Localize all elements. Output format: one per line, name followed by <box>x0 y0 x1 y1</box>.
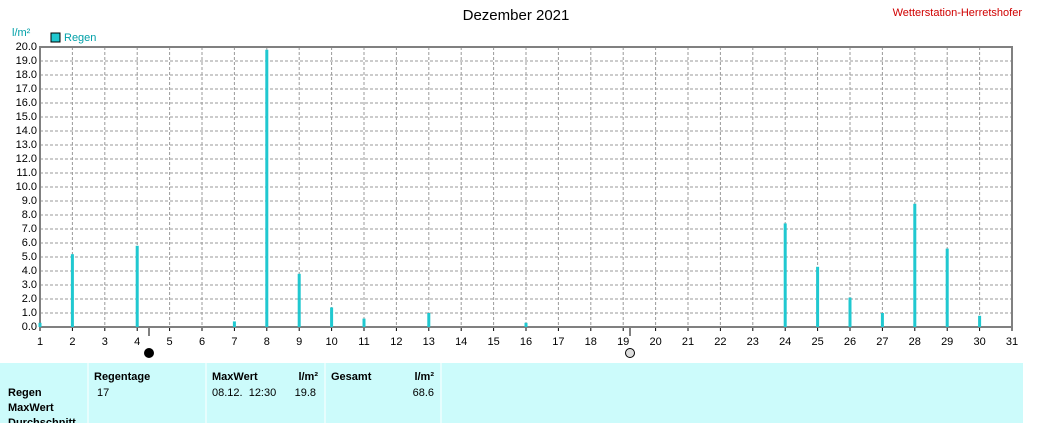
x-tick-label: 24 <box>779 336 791 348</box>
y-tick-label: 9.0 <box>22 195 37 207</box>
y-tick-label: 13.0 <box>16 139 37 151</box>
y-tick-label: 20.0 <box>16 41 37 53</box>
bar <box>427 313 431 327</box>
y-tick-label: 0.0 <box>22 321 37 333</box>
y-tick-label: 14.0 <box>16 125 37 137</box>
y-tick-label: 10.0 <box>16 181 37 193</box>
y-tick-label: 1.0 <box>22 307 37 319</box>
bar <box>70 254 74 327</box>
column-header: Regentage <box>94 371 150 383</box>
y-tick-label: 2.0 <box>22 293 37 305</box>
table-cell: 68.6 <box>413 387 434 399</box>
y-tick-label: 16.0 <box>16 97 37 109</box>
x-tick-label: 4 <box>134 336 140 348</box>
column-header: l/m² <box>298 371 318 383</box>
x-tick-label: 19 <box>617 336 629 348</box>
x-tick-label: 1 <box>37 336 43 348</box>
row-label: Regen <box>8 387 42 399</box>
x-tick-label: 3 <box>102 336 108 348</box>
bar <box>232 321 236 327</box>
x-tick-label: 17 <box>552 336 564 348</box>
x-tick-label: 20 <box>649 336 661 348</box>
y-tick-label: 3.0 <box>22 279 37 291</box>
table-cell: 08.12. 12:30 <box>212 387 276 399</box>
x-tick-label: 11 <box>358 336 369 348</box>
row-label: MaxWert <box>8 402 54 414</box>
bar <box>38 322 42 327</box>
y-tick-label: 17.0 <box>16 83 37 95</box>
y-axis-label: l/m² <box>12 27 31 39</box>
bar <box>362 318 366 327</box>
x-tick-label: 13 <box>423 336 435 348</box>
bar <box>816 266 820 327</box>
x-tick-label: 21 <box>682 336 694 348</box>
x-tick-label: 6 <box>199 336 205 348</box>
y-tick-label: 7.0 <box>22 223 37 235</box>
x-tick-label: 28 <box>909 336 921 348</box>
chart-title: Dezember 2021 <box>463 7 570 24</box>
table-cell: 17 <box>97 387 109 399</box>
x-tick-label: 30 <box>973 336 985 348</box>
x-tick-label: 7 <box>231 336 237 348</box>
bar <box>848 297 852 327</box>
y-tick-label: 6.0 <box>22 237 37 249</box>
station-name: Wetterstation-Herretshofer <box>893 7 1023 19</box>
x-tick-label: 15 <box>487 336 499 348</box>
x-tick-label: 31 <box>1006 336 1018 348</box>
bar <box>945 248 949 327</box>
bar <box>330 307 334 327</box>
x-tick-label: 26 <box>844 336 856 348</box>
x-tick-label: 8 <box>264 336 270 348</box>
column-header: l/m² <box>414 371 434 383</box>
x-tick-label: 23 <box>747 336 759 348</box>
moon-phases <box>144 326 635 358</box>
column-header: Gesamt <box>331 371 372 383</box>
table-cell: 19.8 <box>295 387 316 399</box>
table-dividers <box>87 363 442 423</box>
x-tick-label: 27 <box>876 336 888 348</box>
column-header: MaxWert <box>212 371 258 383</box>
y-tick-label: 5.0 <box>22 251 37 263</box>
x-tick-label: 2 <box>69 336 75 348</box>
bar <box>265 49 269 328</box>
bar <box>978 315 982 327</box>
bar <box>297 273 301 327</box>
x-tick-label: 10 <box>325 336 337 348</box>
y-tick-label: 18.0 <box>16 69 37 81</box>
y-tick-label: 8.0 <box>22 209 37 221</box>
y-tick-label: 11.0 <box>16 167 37 179</box>
x-tick-label: 12 <box>390 336 402 348</box>
y-tick-label: 4.0 <box>22 265 37 277</box>
y-tick-label: 19.0 <box>16 55 37 67</box>
x-tick-label: 22 <box>714 336 726 348</box>
x-tick-label: 18 <box>585 336 597 348</box>
y-tick-label: 12.0 <box>16 153 37 165</box>
bar <box>524 322 528 327</box>
x-tick-label: 25 <box>811 336 823 348</box>
bar <box>135 245 139 327</box>
y-tick-label: 15.0 <box>16 111 37 123</box>
legend-label: Regen <box>64 32 96 44</box>
bar <box>913 203 917 327</box>
table-background <box>0 363 1023 423</box>
bar <box>783 223 787 327</box>
x-tick-label: 5 <box>167 336 173 348</box>
x-tick-label: 14 <box>455 336 467 348</box>
bar <box>880 313 884 327</box>
x-tick-label: 16 <box>520 336 532 348</box>
legend-swatch <box>50 32 61 43</box>
x-tick-label: 9 <box>296 336 302 348</box>
row-label: Durchschnitt <box>8 417 76 423</box>
x-tick-label: 29 <box>941 336 953 348</box>
